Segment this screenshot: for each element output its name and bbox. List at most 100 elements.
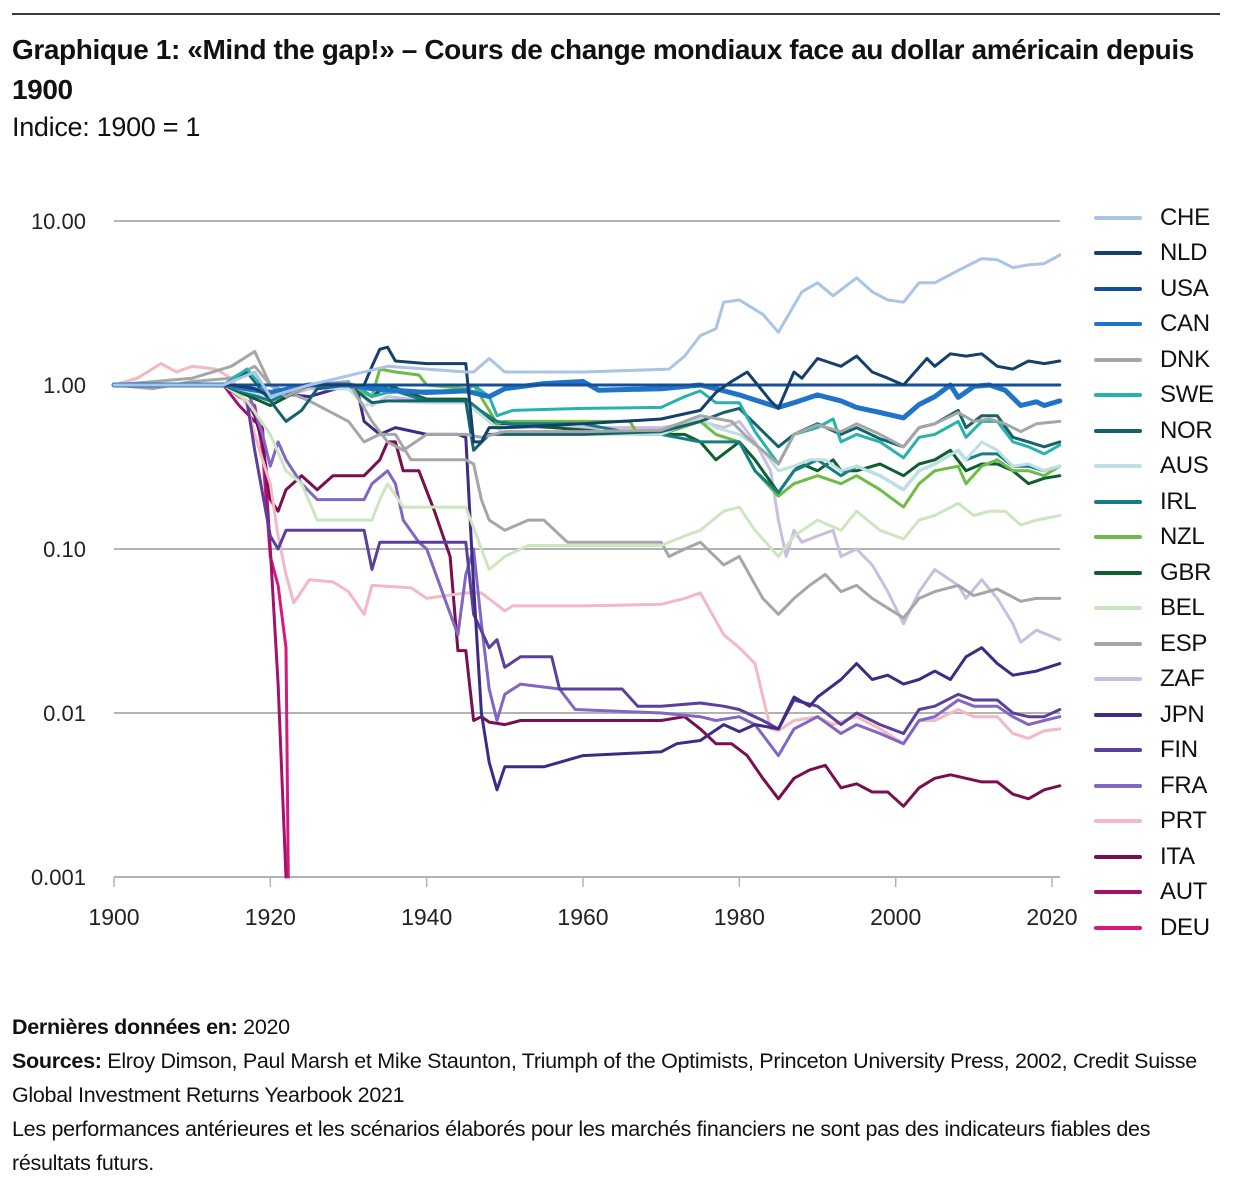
legend-item-fin: FIN <box>1094 733 1254 769</box>
legend-item-dnk: DNK <box>1094 342 1254 378</box>
legend-swatch <box>1094 357 1142 362</box>
chart-footer: Dernières données en: 2020 Sources: Elro… <box>12 1010 1232 1180</box>
gridlines <box>114 220 1060 714</box>
series-line-fin <box>112 383 1062 735</box>
legend-label: DNK <box>1160 345 1210 373</box>
legend-swatch <box>1094 215 1142 220</box>
series-line-esp <box>112 364 1062 620</box>
y-tick-label: 10.00 <box>31 209 86 234</box>
series-line-swe <box>112 367 1062 466</box>
series-line-nor <box>112 370 1062 452</box>
legend-item-prt: PRT <box>1094 804 1254 840</box>
y-tick-label: 0.001 <box>31 865 86 890</box>
series-line-zaf <box>112 383 1062 644</box>
series-line-jpn <box>112 383 1062 792</box>
legend-item-usa: USA <box>1094 271 1254 307</box>
legend-swatch <box>1094 606 1142 611</box>
legend-swatch <box>1094 748 1142 753</box>
legend-item-ita: ITA <box>1094 839 1254 875</box>
legend-swatch <box>1094 854 1142 859</box>
legend-label: AUT <box>1160 878 1208 906</box>
last-data-line: Dernières données en: 2020 <box>12 1010 1232 1044</box>
series-line-bel <box>112 383 1062 571</box>
legend-swatch <box>1094 251 1142 256</box>
y-tick-label: 0.10 <box>43 537 86 562</box>
legend-label: ITA <box>1160 842 1195 870</box>
y-tick-label: 1.00 <box>43 373 86 398</box>
top-rule <box>12 13 1220 15</box>
series-line-nld <box>112 345 1062 444</box>
legend-label: USA <box>1160 274 1209 302</box>
legend-swatch <box>1094 322 1142 327</box>
legend-label: SWE <box>1160 381 1214 409</box>
legend-item-aut: AUT <box>1094 875 1254 911</box>
legend-swatch <box>1094 499 1142 504</box>
legend: CHE NLD USA CAN DNK SWE NOR AUS IRL NZL GBR BEL ESP Z… <box>1094 200 1254 946</box>
x-tick-label: 2020 <box>1026 904 1077 930</box>
legend-swatch <box>1094 286 1142 291</box>
legend-item-deu: DEU <box>1094 910 1254 946</box>
legend-label: ZAF <box>1160 665 1205 693</box>
legend-item-irl: IRL <box>1094 484 1254 520</box>
legend-label: NZL <box>1160 523 1205 551</box>
legend-label: CHE <box>1160 203 1210 231</box>
legend-item-nor: NOR <box>1094 413 1254 449</box>
legend-label: JPN <box>1160 700 1205 728</box>
legend-label: ESP <box>1160 629 1208 657</box>
legend-item-swe: SWE <box>1094 378 1254 414</box>
chart-title: Graphique 1: «Mind the gap!» – Cours de … <box>12 34 1194 105</box>
legend-label: PRT <box>1160 807 1207 835</box>
legend-label: FIN <box>1160 736 1198 764</box>
legend-swatch <box>1094 641 1142 646</box>
line-chart: 10.001.000.100.010.001 1900 1920 1940 1960 1… <box>31 209 1078 930</box>
legend-swatch <box>1094 819 1142 824</box>
legend-item-gbr: GBR <box>1094 555 1254 591</box>
last-data-value: 2020 <box>237 1015 290 1039</box>
disclaimer: Les performances antérieures et les scén… <box>12 1117 1151 1175</box>
legend-label: FRA <box>1160 771 1208 799</box>
series-line-che <box>112 253 1062 399</box>
legend-swatch <box>1094 464 1142 469</box>
legend-label: CAN <box>1160 310 1210 338</box>
legend-swatch <box>1094 925 1142 930</box>
chart-subtitle: Indice: 1900 = 1 <box>12 112 201 142</box>
legend-item-esp: ESP <box>1094 626 1254 662</box>
x-tick-label: 2000 <box>870 904 921 930</box>
series-lines <box>111 253 1063 879</box>
last-data-label: Dernières données en: <box>12 1015 238 1039</box>
x-tick-label: 1960 <box>557 904 608 930</box>
legend-label: AUS <box>1160 452 1209 480</box>
x-tick-label: 1920 <box>245 904 296 930</box>
legend-swatch <box>1094 428 1142 433</box>
series-line-aut <box>112 383 288 879</box>
legend-item-can: CAN <box>1094 307 1254 343</box>
legend-item-bel: BEL <box>1094 591 1254 627</box>
x-tick-label: 1940 <box>401 904 452 930</box>
series-line-ita <box>112 383 1062 808</box>
legend-item-aus: AUS <box>1094 449 1254 485</box>
series-line-nzl <box>112 367 1062 509</box>
legend-swatch <box>1094 570 1142 575</box>
legend-item-nzl: NZL <box>1094 520 1254 556</box>
legend-swatch <box>1094 712 1142 717</box>
legend-label: NLD <box>1160 239 1208 267</box>
legend-swatch <box>1094 890 1142 895</box>
y-tick-label: 0.01 <box>43 701 86 726</box>
legend-label: IRL <box>1160 487 1197 515</box>
sources-line: Sources: Elroy Dimson, Paul Marsh et Mik… <box>12 1044 1232 1112</box>
legend-label: GBR <box>1160 558 1212 586</box>
legend-swatch <box>1094 535 1142 540</box>
legend-item-fra: FRA <box>1094 768 1254 804</box>
legend-swatch <box>1094 783 1142 788</box>
legend-item-zaf: ZAF <box>1094 662 1254 698</box>
sources-text: Elroy Dimson, Paul Marsh et Mike Staunto… <box>12 1049 1197 1107</box>
legend-label: BEL <box>1160 594 1205 622</box>
legend-label: NOR <box>1160 416 1213 444</box>
x-tick-label: 1980 <box>714 904 765 930</box>
sources-label: Sources: <box>12 1049 102 1073</box>
x-axis: 1900 1920 1940 1960 1980 2000 2020 <box>88 876 1078 930</box>
legend-item-nld: NLD <box>1094 236 1254 272</box>
legend-label: DEU <box>1160 913 1210 941</box>
legend-item-jpn: JPN <box>1094 697 1254 733</box>
y-axis-ticks: 10.00 1.00 0.10 0.01 0.001 <box>31 209 86 890</box>
